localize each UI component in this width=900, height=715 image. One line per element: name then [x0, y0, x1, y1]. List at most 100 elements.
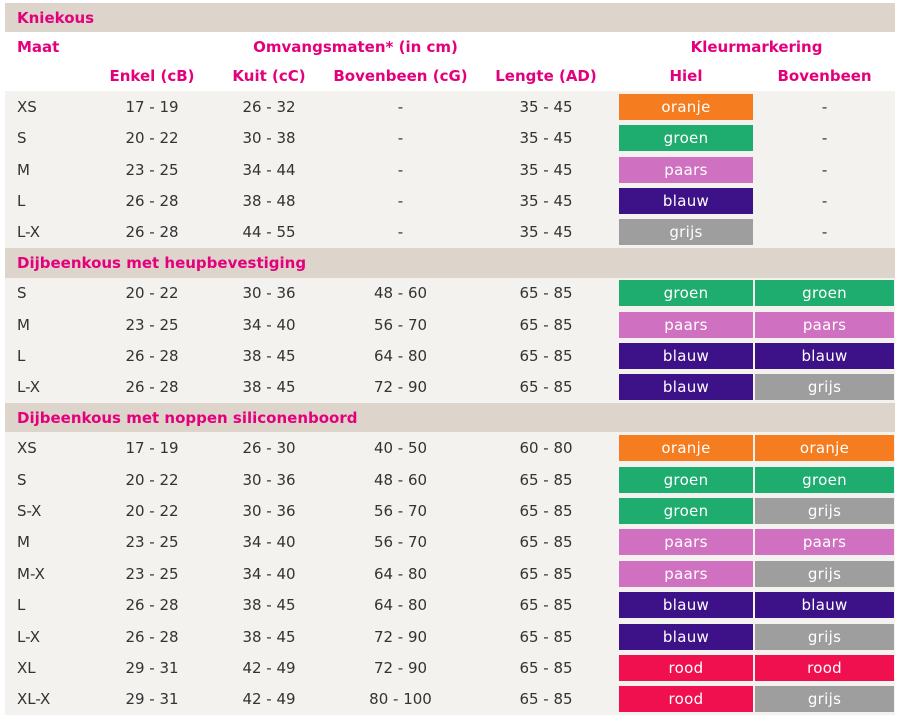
enkel-cell: 26 - 28: [93, 340, 211, 372]
hiel-color-chip: blauw: [619, 342, 753, 369]
header-hiel: Hiel: [669, 67, 703, 86]
size-chart: Kniekous Maat Omvangsmaten* (in cm) Kleurma…: [5, 3, 896, 715]
lengte-cell: 35 - 45: [474, 216, 618, 249]
table-row: S 20 - 22 30 - 36 48 - 60 65 - 85 groen groen: [5, 463, 896, 496]
bovenbeen-cell: 72 - 90: [327, 620, 474, 653]
hiel-color-chip-cell: groen: [618, 495, 754, 527]
hiel-color-chip-cell: oranje: [618, 91, 754, 123]
bovenbeen-color-chip: rood: [755, 654, 895, 681]
table-row: S 20 - 22 30 - 38-35 - 45 groen -: [5, 122, 896, 154]
kuit-cell: 34 - 40: [211, 558, 327, 590]
bovenbeen-color-chip-cell: paars: [754, 526, 896, 559]
maat-cell: S-X: [5, 495, 93, 527]
lengte-cell: 65 - 85: [474, 308, 618, 341]
hiel-color-chip-cell: groen: [618, 463, 754, 496]
bovenbeen-color-chip-cell: grijs: [754, 683, 896, 715]
hiel-color-chip-cell: oranje: [618, 432, 754, 464]
hiel-color-chip: paars: [619, 311, 753, 338]
bovenbeen-cell: 48 - 60: [327, 463, 474, 496]
kuit-cell: 38 - 48: [211, 185, 327, 217]
maat-cell: L: [5, 185, 93, 217]
bovenbeen-color-chip: grijs: [755, 374, 895, 401]
bovenbeen-color-chip: grijs: [755, 623, 895, 650]
bovenbeen-cell: -: [327, 122, 474, 154]
table-row: XL 29 - 31 42 - 49 72 - 90 65 - 85 rood rood: [5, 652, 896, 684]
maat-cell: L-X: [5, 371, 93, 404]
lengte-cell: 65 - 85: [474, 340, 618, 372]
lengte-cell: 65 - 85: [474, 277, 618, 309]
bovenbeen-cell: -: [327, 91, 474, 123]
bovenbeen-cell: 64 - 80: [327, 340, 474, 372]
hiel-color-chip-cell: blauw: [618, 340, 754, 372]
hiel-color-chip: grijs: [619, 219, 753, 246]
maat-cell: M-X: [5, 558, 93, 590]
bovenbeen-color-chip-cell: groen: [754, 463, 896, 496]
maat-cell: L: [5, 589, 93, 621]
hiel-color-chip-cell: rood: [618, 652, 754, 684]
lengte-cell: 35 - 45: [474, 185, 618, 217]
bovenbeen-color-chip: -: [754, 91, 896, 123]
hiel-color-chip: rood: [619, 654, 753, 681]
hiel-color-chip-cell: blauw: [618, 620, 754, 653]
table-row: M-X 23 - 25 34 - 40 64 - 80 65 - 85 paars grij…: [5, 558, 896, 590]
header-enkel: Enkel (cB): [109, 67, 195, 86]
table-row: L-X 26 - 28 38 - 45 72 - 90 65 - 85 blauw grij…: [5, 371, 896, 404]
enkel-cell: 20 - 22: [93, 122, 211, 154]
table-row: L 26 - 28 38 - 48-35 - 45 blauw -: [5, 185, 896, 217]
enkel-cell: 29 - 31: [93, 683, 211, 715]
enkel-cell: 23 - 25: [93, 526, 211, 559]
bovenbeen-cell: -: [327, 153, 474, 186]
lengte-cell: 65 - 85: [474, 371, 618, 404]
enkel-cell: 23 - 25: [93, 308, 211, 341]
bovenbeen-cell: 72 - 90: [327, 371, 474, 404]
section-title: Kniekous: [5, 3, 896, 33]
hiel-color-chip-cell: paars: [618, 526, 754, 559]
lengte-cell: 65 - 85: [474, 652, 618, 684]
table-row: L 26 - 28 38 - 45 64 - 80 65 - 85 blauw blauw: [5, 589, 896, 621]
bovenbeen-color-chip-cell: grijs: [754, 558, 896, 590]
table-row: L-X 26 - 28 38 - 45 72 - 90 65 - 85 blauw grij…: [5, 620, 896, 653]
lengte-cell: 65 - 85: [474, 620, 618, 653]
hiel-color-chip-cell: groen: [618, 277, 754, 309]
bovenbeen-color-chip-cell: paars: [754, 308, 896, 341]
section-title: Dijbeenkous met noppen siliconenboord: [5, 403, 896, 433]
maat-cell: XL-X: [5, 683, 93, 715]
bovenbeen-color-chip: -: [754, 185, 896, 217]
header-kleurmarkering: Kleurmarkering: [690, 38, 823, 57]
table-row: M 23 - 25 34 - 40 56 - 70 65 - 85 paars paars: [5, 308, 896, 341]
bovenbeen-cell: 80 - 100: [327, 683, 474, 715]
hiel-color-chip: blauw: [619, 188, 753, 215]
table-row: M 23 - 25 34 - 40 56 - 70 65 - 85 paars paars: [5, 526, 896, 559]
hiel-color-chip-cell: paars: [618, 308, 754, 341]
enkel-cell: 23 - 25: [93, 558, 211, 590]
maat-cell: L-X: [5, 216, 93, 249]
hiel-color-chip: oranje: [619, 435, 753, 462]
bovenbeen-color-chip: oranje: [755, 435, 895, 462]
enkel-cell: 29 - 31: [93, 652, 211, 684]
hiel-color-chip: blauw: [619, 623, 753, 650]
lengte-cell: 65 - 85: [474, 463, 618, 496]
kuit-cell: 30 - 36: [211, 495, 327, 527]
hiel-color-chip-cell: blauw: [618, 589, 754, 621]
kuit-cell: 42 - 49: [211, 683, 327, 715]
kuit-cell: 38 - 45: [211, 340, 327, 372]
hiel-color-chip: oranje: [619, 93, 753, 120]
enkel-cell: 20 - 22: [93, 463, 211, 496]
bovenbeen-cell: 56 - 70: [327, 526, 474, 559]
bovenbeen-color-chip: grijs: [755, 686, 895, 713]
lengte-cell: 60 - 80: [474, 432, 618, 464]
hiel-color-chip: blauw: [619, 374, 753, 401]
bovenbeen-color-chip: -: [754, 153, 896, 186]
bovenbeen-cell: -: [327, 216, 474, 249]
lengte-cell: 65 - 85: [474, 495, 618, 527]
hiel-color-chip: groen: [619, 466, 753, 493]
maat-cell: XL: [5, 652, 93, 684]
kuit-cell: 38 - 45: [211, 589, 327, 621]
table-row: XL-X 29 - 31 42 - 49 80 - 100 65 - 85 rood gri…: [5, 683, 896, 715]
kuit-cell: 26 - 32: [211, 91, 327, 123]
header-row-2: Enkel (cB) Kuit (cC) Bovenbeen (cG) Lengte …: [5, 62, 895, 91]
enkel-cell: 17 - 19: [93, 91, 211, 123]
bovenbeen-color-chip-cell: blauw: [754, 340, 896, 372]
bovenbeen-cell: 48 - 60: [327, 277, 474, 309]
bovenbeen-cell: 56 - 70: [327, 495, 474, 527]
